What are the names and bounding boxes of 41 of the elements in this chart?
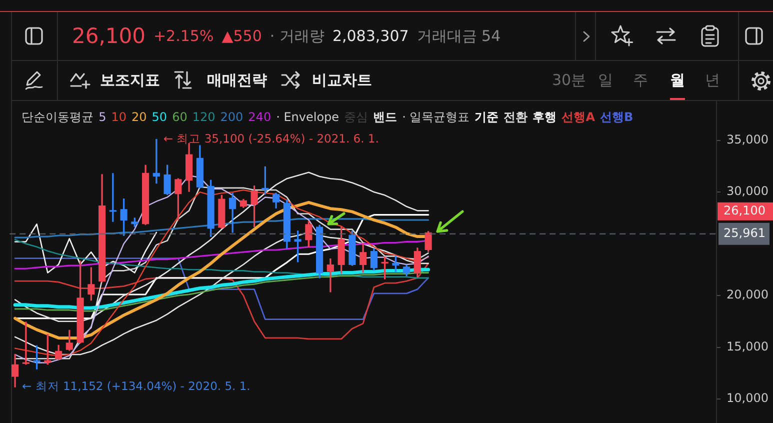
text: 주 xyxy=(633,70,648,88)
text: ▲550 xyxy=(222,26,262,44)
annotation: ← 최저 11,152 (+134.04%) - 2020. 5. 1. xyxy=(22,379,250,394)
text: 후행 xyxy=(532,110,557,124)
text: 매매전략 xyxy=(207,70,267,88)
text: 월 xyxy=(670,70,685,88)
annotation: · Envelope xyxy=(276,110,340,124)
candlestick xyxy=(326,258,334,292)
text: 보조지표 xyxy=(100,70,160,88)
y-tick-label: 15,000 xyxy=(726,339,768,354)
text: 전환 xyxy=(504,110,528,124)
text: 2,083,307 xyxy=(332,26,409,44)
text: 200 xyxy=(220,110,244,124)
text: 선행B xyxy=(600,110,634,124)
text: 50 xyxy=(152,110,168,124)
text: 년 xyxy=(705,70,720,88)
text: 일 xyxy=(598,70,613,88)
annotation: · 일목균형표 xyxy=(402,110,470,124)
text: 26,100 xyxy=(72,24,146,48)
text: 25,961 xyxy=(724,226,766,240)
text: 60 xyxy=(172,110,188,124)
annotation: 단순이동평균 xyxy=(22,110,94,124)
text: 밴드 xyxy=(373,110,398,124)
text: 240 xyxy=(248,110,272,124)
text: 10 xyxy=(111,110,127,124)
text: 비교차트 xyxy=(312,70,372,88)
y-tick-label: 20,000 xyxy=(726,288,768,302)
text: +2.15% xyxy=(153,26,214,44)
text: 120 xyxy=(192,110,216,124)
y-tick-label: 35,000 xyxy=(726,132,768,146)
text: 20 xyxy=(132,110,147,124)
text: 선행A xyxy=(562,110,595,124)
y-tick-label: 30,000 xyxy=(726,184,768,198)
text: 30분 xyxy=(552,70,586,88)
text: 기준 xyxy=(474,110,499,124)
text: 26,100 xyxy=(724,204,766,218)
y-tick-label: 10,000 xyxy=(726,391,768,406)
annotation: ← 최고 35,100 (-25.64%) - 2021. 6. 1. xyxy=(163,131,379,146)
text: · 거래량 xyxy=(270,26,324,44)
text: 5 xyxy=(98,110,106,124)
text: 거래대금 54 xyxy=(416,26,501,44)
